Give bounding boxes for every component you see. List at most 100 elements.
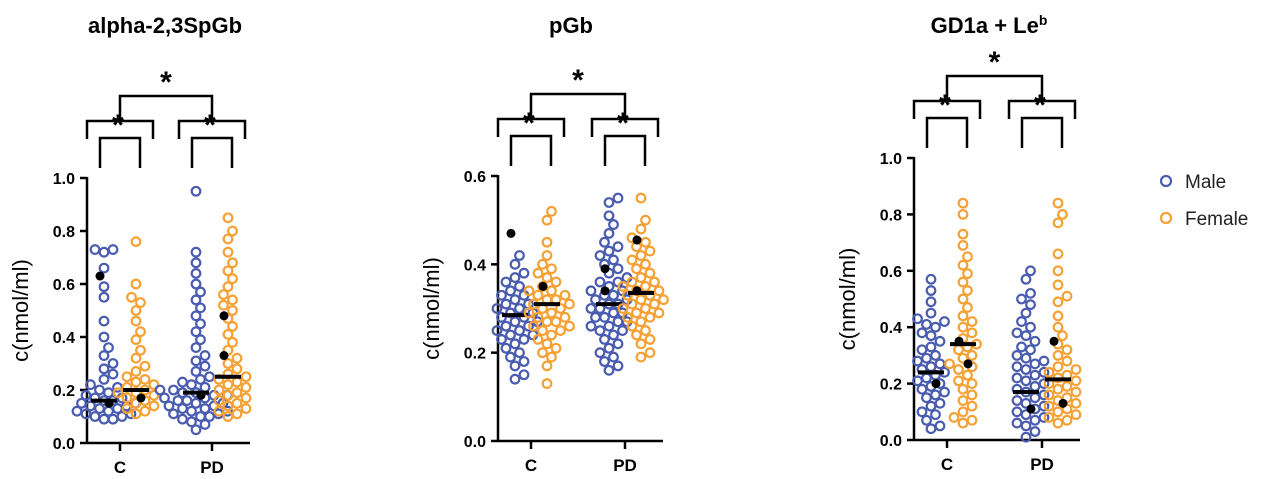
data-point [957, 240, 969, 251]
data-point [1020, 273, 1032, 285]
data-point [546, 351, 557, 363]
data-point [603, 197, 615, 208]
data-point [921, 372, 932, 384]
data-point [148, 400, 160, 412]
data-point [1057, 208, 1068, 220]
data-point [509, 360, 521, 372]
data-point [944, 358, 955, 370]
data-point [98, 363, 110, 375]
data-point [190, 294, 202, 306]
data-point [644, 289, 656, 301]
significance-bracket-outer [529, 92, 627, 119]
highlighted-point [963, 359, 973, 369]
data-point [500, 276, 512, 288]
data-point [222, 212, 234, 224]
data-point [186, 416, 197, 428]
data-point [1070, 397, 1082, 409]
data-point [1052, 197, 1064, 209]
data-point [546, 205, 557, 217]
y-axis-label: c(nmol/ml) [8, 259, 33, 362]
data-point [962, 369, 973, 381]
data-point [612, 360, 624, 372]
data-point [107, 368, 119, 380]
data-point [966, 378, 978, 390]
data-point [1011, 361, 1023, 373]
data-point [966, 350, 978, 361]
data-point [555, 325, 566, 336]
data-point [644, 311, 656, 323]
data-point [532, 289, 544, 301]
highlighted-point [104, 398, 114, 408]
data-point [222, 281, 234, 293]
data-point [925, 423, 937, 435]
data-point [962, 285, 973, 296]
data-point [218, 299, 229, 311]
data-point [532, 334, 544, 345]
data-point [635, 223, 647, 235]
data-point [541, 378, 553, 389]
data-point [514, 281, 525, 292]
data-point [163, 400, 175, 412]
data-point [626, 320, 638, 332]
series-PD-female [617, 192, 669, 363]
data-point [603, 320, 615, 332]
data-point [541, 236, 553, 248]
data-point [537, 325, 548, 336]
data-point [227, 225, 238, 237]
data-point [644, 267, 656, 279]
data-point [98, 350, 110, 361]
data-point [925, 330, 937, 342]
data-point [962, 268, 973, 280]
highlighted-point [600, 286, 610, 296]
data-point [603, 245, 615, 257]
data-point [957, 352, 969, 364]
data-point [135, 344, 146, 356]
data-point [500, 298, 512, 310]
data-point [500, 342, 512, 354]
data-point [1043, 412, 1055, 423]
data-point [227, 257, 238, 269]
data-point [1043, 400, 1055, 412]
data-point [1025, 321, 1036, 333]
data-point [957, 259, 969, 271]
data-point [509, 294, 521, 306]
data-point [1038, 412, 1050, 423]
data-point [966, 389, 978, 401]
data-point [912, 355, 923, 367]
data-point [617, 281, 629, 292]
data-point [564, 320, 575, 332]
significance-star: * [523, 107, 535, 140]
data-point [505, 285, 516, 297]
data-point [231, 363, 243, 375]
data-point [190, 424, 202, 436]
data-point [496, 334, 507, 345]
data-point [139, 405, 151, 417]
data-point [590, 294, 601, 306]
data-point [957, 321, 969, 333]
data-point [98, 331, 110, 343]
data-point [957, 197, 969, 209]
y-tick-label: 0.2 [464, 346, 486, 363]
data-point [546, 307, 557, 319]
data-point [916, 406, 928, 418]
data-point [177, 413, 188, 425]
data-point [103, 405, 114, 417]
data-point [1043, 366, 1055, 378]
data-point [107, 358, 119, 369]
data-point [98, 281, 110, 293]
data-point [957, 406, 969, 418]
data-point [195, 302, 206, 314]
data-point [190, 366, 202, 377]
data-point [925, 341, 937, 353]
legend-label-female: Female [1185, 209, 1248, 230]
data-point [966, 400, 978, 412]
data-point [1070, 386, 1082, 398]
data-point [195, 286, 206, 298]
data-point [1029, 414, 1041, 426]
data-point [154, 384, 166, 396]
data-point [626, 254, 638, 266]
data-point [80, 389, 92, 401]
data-point [227, 273, 238, 285]
data-point [1020, 397, 1032, 409]
